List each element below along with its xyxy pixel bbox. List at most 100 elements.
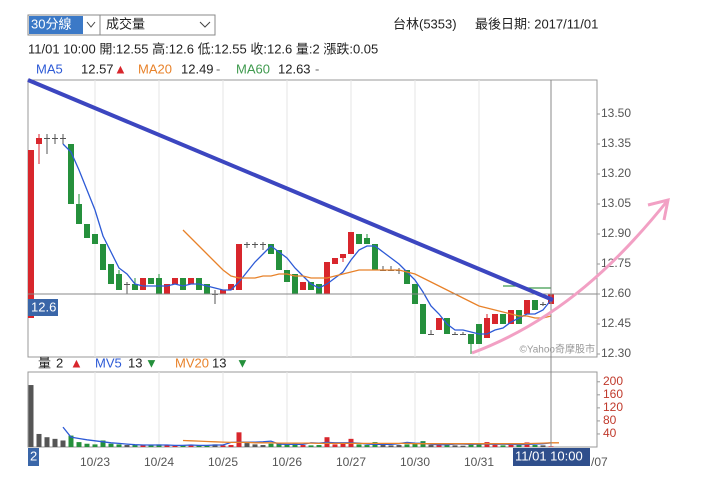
x-tick-label: 10/25 (208, 455, 238, 469)
volume-bar (84, 443, 90, 447)
volume-bar (116, 444, 122, 447)
trend-line (27, 78, 554, 302)
period-select-highlight (29, 16, 83, 34)
candle-body (300, 282, 306, 290)
legend-trend: ▼ (236, 355, 249, 370)
y-tick-label: 13.20 (601, 166, 631, 180)
volume-legend-trend: ▲ (70, 355, 83, 370)
volume-bar (540, 445, 546, 447)
candle-body (92, 234, 98, 244)
last-date: 最後日期: 2017/11/01 (475, 16, 598, 31)
candle-body (124, 284, 130, 285)
candle-body (220, 290, 226, 294)
volume-bar (172, 445, 178, 447)
candle-body (404, 270, 410, 284)
watermark: ©Yahoo奇摩股市 (519, 343, 595, 356)
legend-trend: ▼ (145, 355, 158, 370)
volume-bar (36, 433, 42, 447)
stock-name: 台林(5353) (393, 16, 457, 31)
candle-body (108, 264, 114, 284)
candle-body (508, 310, 514, 324)
candle-body (164, 284, 170, 294)
candle-body (60, 138, 66, 139)
y-tick-label: 12.60 (601, 286, 631, 300)
quote-info: 11/01 10:00 開:12.55 高:12.6 低:12.55 收:12.… (28, 41, 378, 56)
dropdown-arrow (199, 21, 211, 28)
legend-trend: - (315, 61, 319, 76)
candle-body (36, 138, 42, 144)
volume-bar (28, 385, 34, 447)
volume-bar (260, 445, 266, 447)
volume-bar (452, 445, 458, 447)
candle-body (188, 278, 194, 284)
candle-body (180, 278, 186, 290)
volume-bar (388, 445, 394, 447)
volume-bar (92, 444, 98, 447)
volume-bar (308, 445, 314, 447)
legend-value: 12.57 (81, 61, 114, 76)
legend-value: 12.49 (181, 61, 214, 76)
volume-bar (148, 445, 154, 447)
y-tick-label: 12.90 (601, 226, 631, 240)
candle-body (228, 284, 234, 290)
volume-bar (332, 444, 338, 447)
crosshair-x-box (513, 448, 590, 466)
volume-bar (124, 445, 130, 447)
y-tick-label: 12.30 (601, 346, 631, 360)
candle-body (284, 270, 290, 282)
period-select-text[interactable]: 30分線 (31, 16, 71, 31)
volume-bar (276, 443, 282, 447)
candle-body (260, 244, 266, 245)
volume-bar (68, 435, 74, 447)
volume-bar (532, 445, 538, 447)
candle-body (420, 304, 426, 334)
volume-bar (428, 445, 434, 447)
crosshair-x-tail: /07 (591, 455, 608, 469)
candle-body (436, 318, 442, 330)
candle-body (292, 274, 298, 294)
volume-bar (196, 445, 202, 447)
x-tick-label: 10/26 (272, 455, 302, 469)
candle-body (140, 278, 146, 290)
candle-body (308, 282, 314, 290)
volume-bar (140, 445, 146, 447)
volume-bar (492, 445, 498, 447)
volume-bar (220, 445, 226, 447)
candle-body (44, 138, 50, 139)
y-tick-label: 13.50 (601, 106, 631, 120)
volume-bar (244, 443, 250, 447)
candle-body (100, 244, 106, 270)
legend-name: MA60 (236, 61, 270, 76)
volume-bar (316, 445, 322, 447)
volume-bar (180, 445, 186, 447)
candle-body (116, 274, 122, 290)
volume-panel (27, 371, 598, 448)
volume-bar (284, 444, 290, 447)
volume-bar (164, 445, 170, 447)
candle-body (444, 318, 450, 334)
volume-bar (508, 444, 514, 447)
candle-body (532, 300, 538, 310)
candle-body (348, 232, 354, 254)
volume-bar (108, 443, 114, 447)
indicator-select-text[interactable]: 成交量 (106, 16, 145, 31)
ma-line (182, 229, 552, 319)
volume-bar (228, 445, 234, 447)
candle-body (52, 138, 58, 139)
candle-body (276, 250, 282, 270)
candle-body (172, 278, 178, 284)
indicator-select[interactable] (99, 14, 216, 36)
candle-body (236, 244, 242, 290)
candle-body (460, 334, 466, 335)
candle-body (244, 244, 250, 245)
candle-body (68, 144, 74, 204)
volume-bar (100, 440, 106, 447)
volume-bar (156, 444, 162, 447)
x-tick-label: 10/24 (144, 455, 174, 469)
volume-bar (76, 442, 82, 447)
legend-name: MV20 (175, 355, 209, 370)
pink-arrow (471, 199, 670, 355)
volume-bar (396, 445, 402, 447)
crosshair-x-label: 11/01 10:00 (515, 448, 583, 463)
